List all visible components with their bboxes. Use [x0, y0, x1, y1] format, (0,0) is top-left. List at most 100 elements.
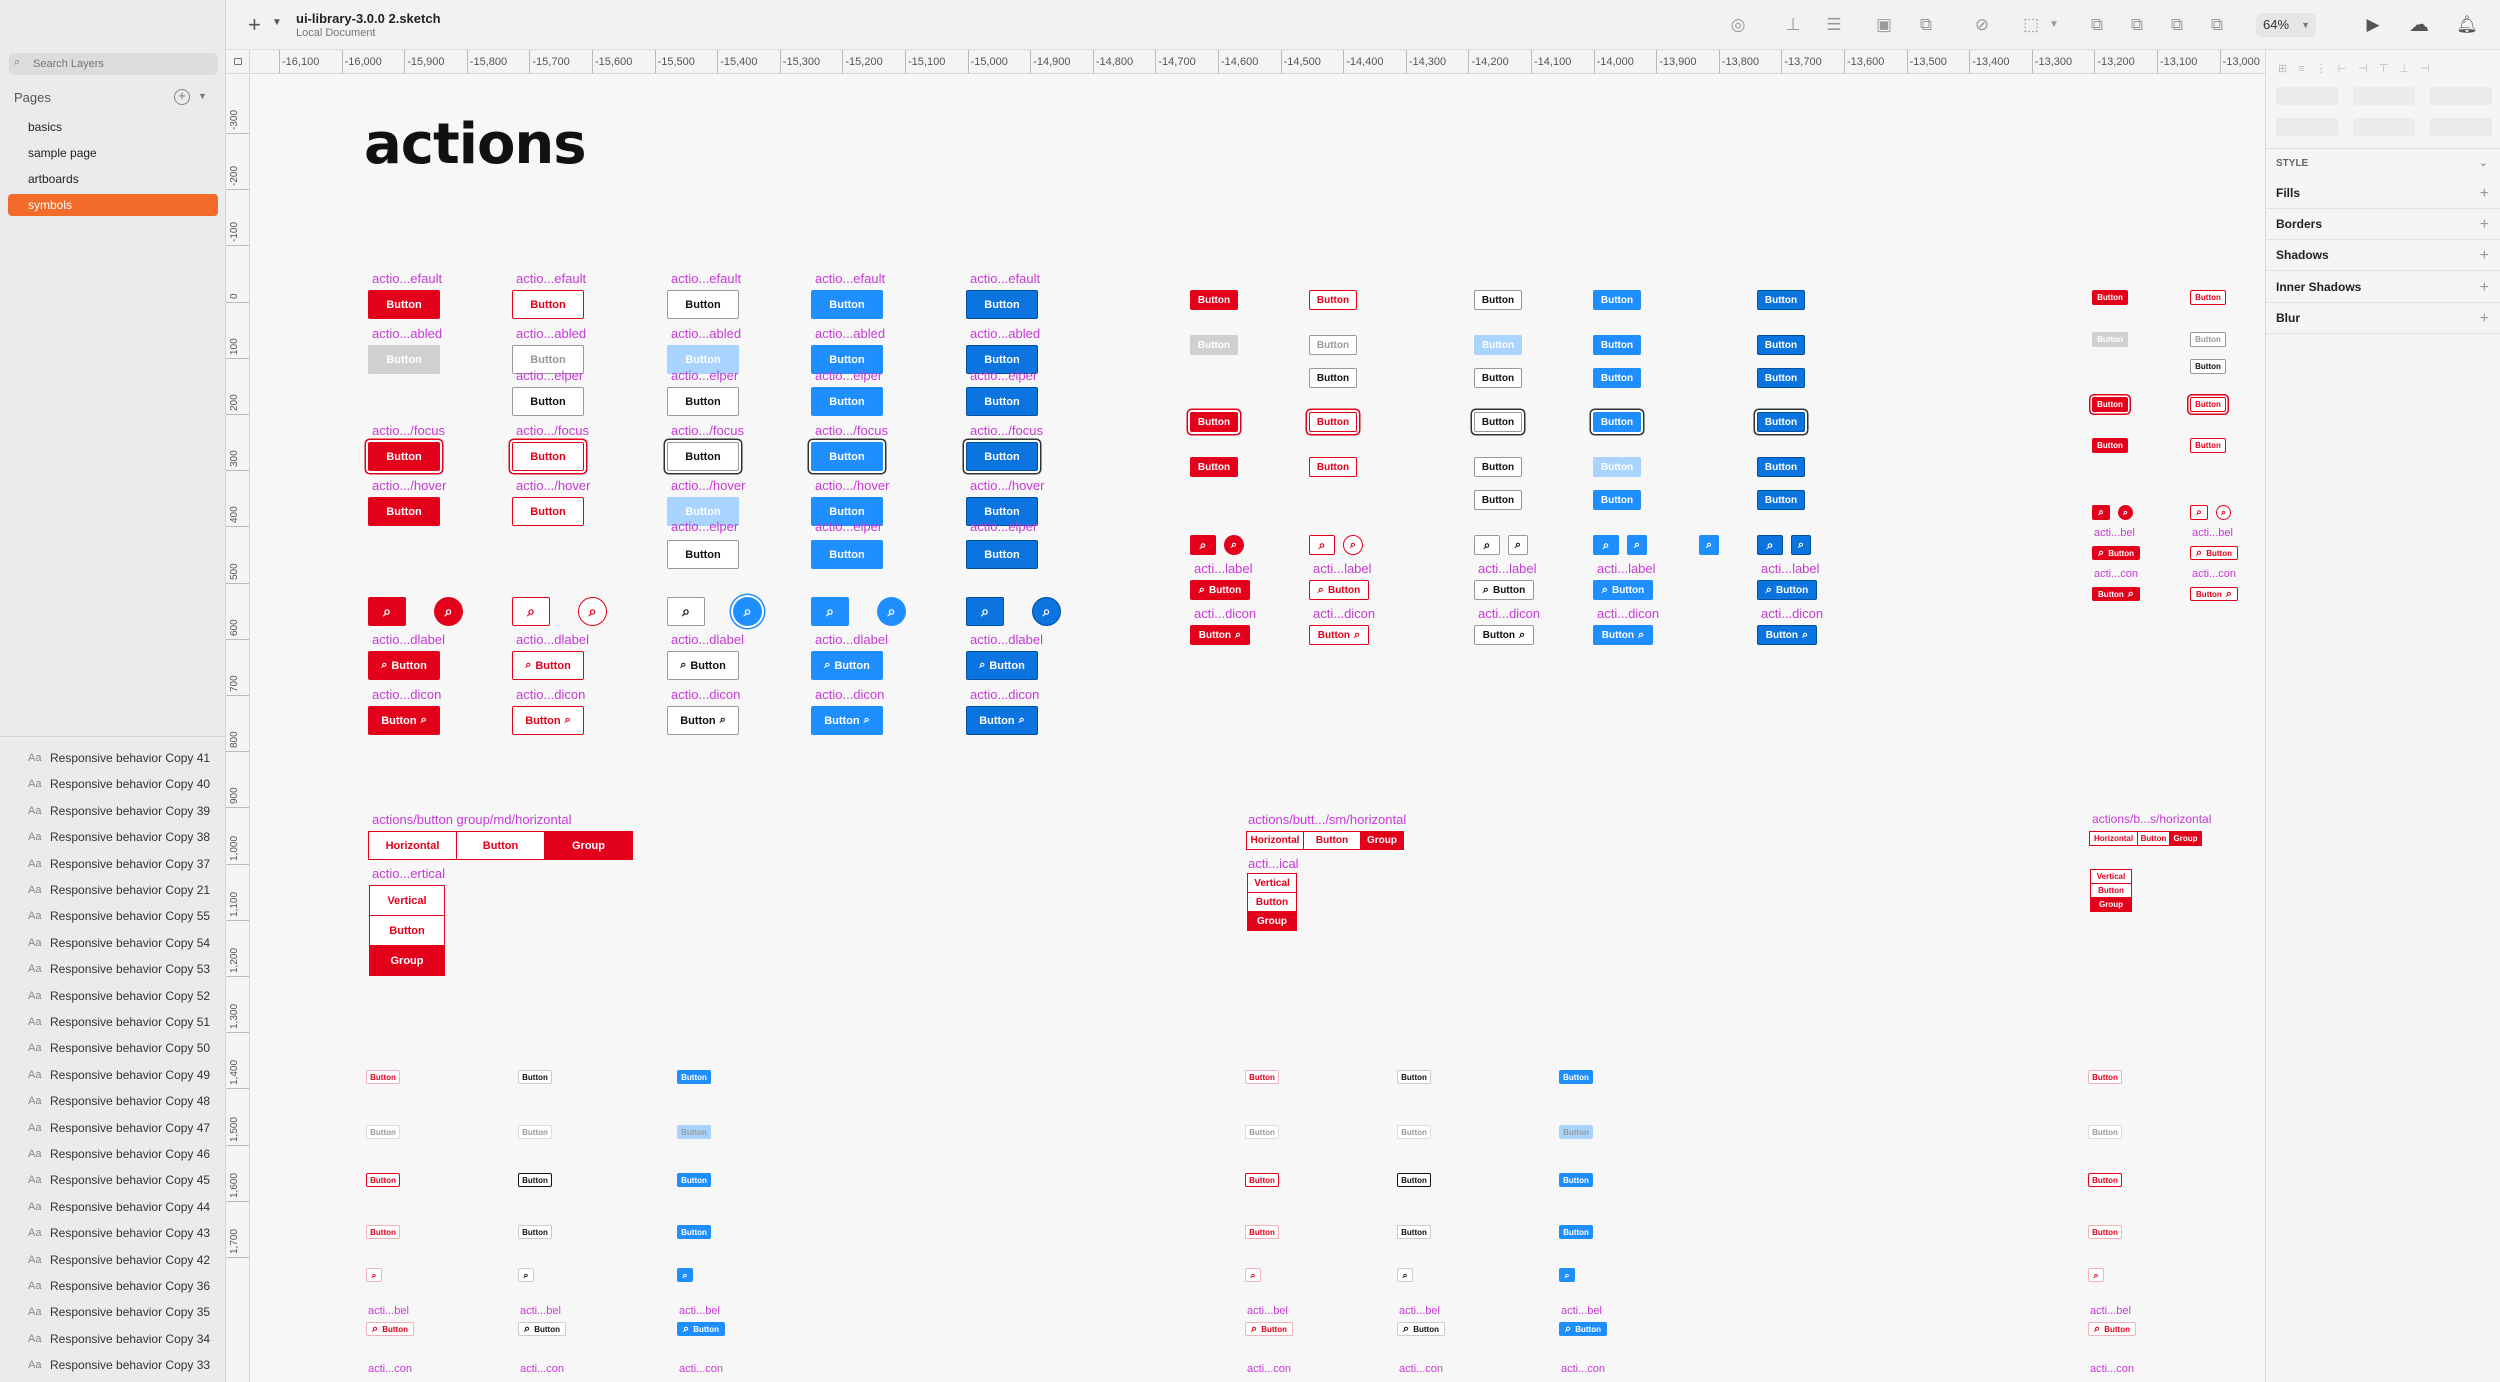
layer-search-input[interactable] [33, 55, 213, 73]
symbol-button[interactable]: Button [1593, 368, 1641, 388]
symbol-button[interactable]: Button [512, 290, 584, 319]
x-position-field[interactable] [2276, 87, 2338, 105]
symbol-button[interactable]: Button [1190, 335, 1238, 355]
symbol-button[interactable]: ⌕ [2216, 505, 2231, 520]
layer-row[interactable]: Aa Responsive behavior Copy 46 [0, 1141, 226, 1167]
symbol-button[interactable]: Button [1397, 1225, 1431, 1239]
notifications-bell-icon[interactable]: 🔔︎ [2456, 15, 2478, 34]
symbol-button[interactable]: Button [1757, 290, 1805, 310]
layer-row[interactable]: Aa Responsive behavior Copy 37 [0, 851, 226, 877]
symbol-button[interactable]: Button [518, 1125, 552, 1139]
symbol-button[interactable]: Button [1190, 290, 1238, 310]
group-segment-group[interactable]: Group [369, 945, 445, 976]
group-segment-horizontal[interactable]: Horizontal [1246, 831, 1304, 850]
symbol-button[interactable]: Button ⌕ [1757, 625, 1817, 645]
symbol-button[interactable]: Button [677, 1173, 711, 1187]
symbol-button[interactable]: Button [667, 540, 739, 569]
symbol-button[interactable]: Button [1559, 1070, 1593, 1084]
symbol-button[interactable]: ⌕ [1245, 1268, 1261, 1282]
symbol-button[interactable]: Button [677, 1070, 711, 1084]
symbol-button[interactable]: ⌕ [677, 1268, 693, 1282]
horizontal-ruler[interactable]: -16,100 -16,000 -15,900 -15,800 -15,700 -15,6… [250, 50, 2265, 74]
symbol-button[interactable]: ⌕ [2092, 505, 2110, 520]
symbol-button[interactable]: ⌕ [1190, 535, 1216, 555]
symbol-button[interactable]: ⌕ [2118, 505, 2133, 520]
symbol-button[interactable]: Button [1757, 490, 1805, 510]
symbol-button[interactable]: Button [1309, 368, 1357, 388]
create-frame-icon[interactable]: ⬚ [2022, 15, 2040, 34]
layer-search-field[interactable]: ⌕ [9, 53, 218, 75]
symbol-button[interactable]: ⌕ [512, 597, 550, 626]
group-segment-vertical[interactable]: Vertical [369, 885, 445, 916]
symbol-button[interactable]: Button [1245, 1173, 1279, 1187]
symbol-button[interactable]: Button [1397, 1125, 1431, 1139]
symbol-button[interactable]: Button [1309, 412, 1357, 432]
layer-row[interactable]: Aa Responsive behavior Copy 48 [0, 1088, 226, 1114]
symbol-button[interactable]: Button [518, 1225, 552, 1239]
symbol-button[interactable]: Button [966, 387, 1038, 416]
symbol-button[interactable]: Button [2088, 1125, 2122, 1139]
symbol-button[interactable]: ⌕ [2088, 1268, 2104, 1282]
group-segment-vertical[interactable]: Vertical [2090, 869, 2132, 884]
symbol-button[interactable]: ⌕ [1593, 535, 1619, 555]
symbol-button[interactable]: Button ⌕ [1593, 625, 1653, 645]
symbol-button[interactable]: ⌕ [368, 597, 406, 626]
ruler-corner-lock-icon[interactable] [226, 50, 250, 74]
canvas[interactable]: -16,100 -16,000 -15,900 -15,800 -15,700 -15,6… [226, 50, 2265, 1382]
symbol-button[interactable]: ⌕ [1757, 535, 1783, 555]
symbol-button[interactable]: Button ⌕ [2092, 587, 2140, 601]
symbol-button[interactable]: ⌕ [1032, 597, 1061, 626]
symbol-button[interactable]: ⌕ Button [1397, 1322, 1445, 1336]
symbol-button[interactable]: Button ⌕ [1474, 625, 1534, 645]
layer-row[interactable]: Aa Responsive behavior Copy 34 [0, 1326, 226, 1352]
layer-row[interactable]: Aa Responsive behavior Copy 49 [0, 1062, 226, 1088]
symbol-button[interactable]: ⌕ [434, 597, 463, 626]
symbol-button[interactable]: Button [1474, 490, 1522, 510]
add-fills-icon[interactable]: + [2479, 185, 2489, 202]
symbol-button[interactable]: Button [368, 442, 440, 471]
symbol-button[interactable]: Button [1757, 457, 1805, 477]
group-segment-button[interactable]: Button [1303, 831, 1361, 850]
symbol-button[interactable]: Button [1474, 290, 1522, 310]
style-chevron-down-icon[interactable]: ⌄ [2478, 157, 2488, 169]
symbol-button[interactable]: Button [1309, 457, 1357, 477]
symbol-button[interactable]: Button [811, 540, 883, 569]
height-field[interactable] [2353, 118, 2415, 136]
symbol-button[interactable]: ⌕ [1224, 535, 1244, 555]
symbol-button[interactable]: Button ⌕ [2190, 587, 2238, 601]
symbol-button[interactable]: Button [1593, 490, 1641, 510]
symbol-button[interactable]: ⌕ Button [1474, 580, 1534, 600]
symbol-button[interactable]: Button [677, 1125, 711, 1139]
symbol-button[interactable]: Button [1190, 412, 1238, 432]
symbol-button[interactable]: Button [2190, 332, 2226, 347]
symbol-button[interactable]: Button ⌕ [667, 706, 739, 735]
add-borders-icon[interactable]: + [2479, 216, 2489, 234]
symbol-button[interactable]: Button [512, 345, 584, 374]
page-item-artboards[interactable]: artboards [28, 172, 79, 186]
symbol-button[interactable]: ⌕ [1791, 535, 1811, 555]
style-section-shadows[interactable]: Shadows + [2266, 240, 2500, 272]
symbol-button[interactable]: Button ⌕ [1309, 625, 1369, 645]
group-segment-button[interactable]: Button [1247, 892, 1297, 912]
symbol-button[interactable]: ⌕ [366, 1268, 382, 1282]
symbol-button[interactable]: ⌕ [1474, 535, 1500, 555]
symbol-button[interactable]: ⌕ [667, 597, 705, 626]
symbol-button[interactable]: ⌕ [1699, 535, 1719, 555]
symbol-button[interactable]: Button [1190, 457, 1238, 477]
group-segment-button[interactable]: Button [2137, 831, 2170, 846]
symbol-button[interactable]: Button [1593, 290, 1641, 310]
page-item-basics[interactable]: basics [28, 120, 63, 134]
symbol-button[interactable]: ⌕ Button [2088, 1322, 2136, 1336]
symbol-button[interactable]: Button [1309, 290, 1357, 310]
symbol-button[interactable]: Button [1474, 368, 1522, 388]
symbol-button[interactable]: Button [811, 387, 883, 416]
symbol-button[interactable]: Button [1559, 1225, 1593, 1239]
symbol-button[interactable]: Button [966, 290, 1038, 319]
layer-row[interactable]: Aa Responsive behavior Copy 21 [0, 877, 226, 903]
symbol-button[interactable]: ⌕ Button [366, 1322, 414, 1336]
layer-row[interactable]: Aa Responsive behavior Copy 38 [0, 824, 226, 850]
symbol-button[interactable]: Button [512, 442, 584, 471]
symbol-button[interactable]: Button ⌕ [966, 706, 1038, 735]
symbol-button[interactable]: Button [966, 540, 1038, 569]
symbol-button[interactable]: Button [1757, 368, 1805, 388]
